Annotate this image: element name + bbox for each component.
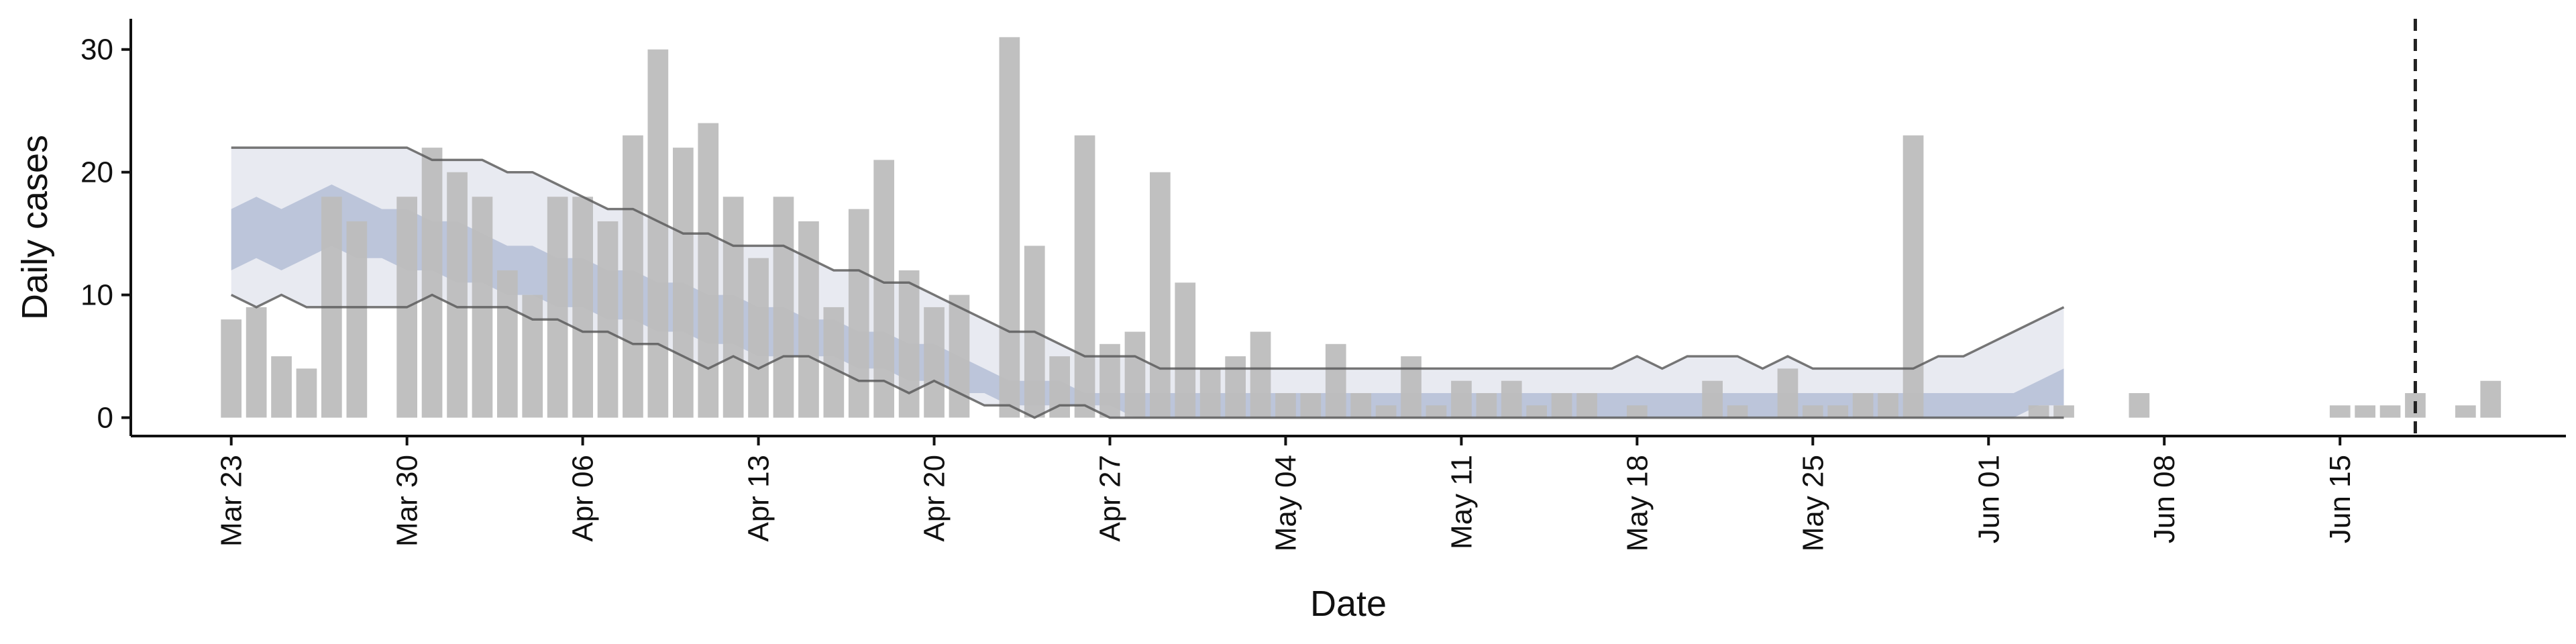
case-bar bbox=[2053, 405, 2074, 418]
x-tick-label: Mar 23 bbox=[215, 455, 248, 547]
case-bar bbox=[1124, 331, 1146, 418]
case-bar bbox=[497, 270, 518, 418]
case-bar bbox=[999, 37, 1020, 418]
y-ticks: 0 10 20 30 bbox=[80, 34, 131, 435]
case-bar bbox=[421, 148, 443, 418]
case-bar bbox=[1250, 331, 1271, 418]
case-bar bbox=[647, 49, 669, 418]
y-tick-label: 0 bbox=[97, 402, 113, 435]
case-bar bbox=[547, 197, 568, 418]
case-bar bbox=[1727, 405, 1748, 418]
case-bar bbox=[1275, 393, 1296, 418]
y-tick-label: 20 bbox=[80, 156, 113, 189]
y-tick-label: 10 bbox=[80, 279, 113, 312]
case-bar bbox=[1426, 405, 1447, 418]
x-tick-label: May 18 bbox=[1621, 455, 1654, 551]
case-bar bbox=[1576, 393, 1597, 418]
case-bar bbox=[2480, 380, 2502, 418]
case-bar bbox=[221, 319, 241, 418]
case-bar bbox=[2455, 405, 2476, 418]
x-tick-label: Jun 08 bbox=[2148, 455, 2181, 543]
case-bar bbox=[572, 197, 593, 418]
case-bar bbox=[1199, 368, 1221, 418]
case-bar bbox=[1375, 405, 1397, 418]
case-bar bbox=[722, 197, 744, 418]
x-tick-label: Jun 01 bbox=[1972, 455, 2005, 543]
case-bar bbox=[1300, 393, 1322, 418]
y-axis-title: Daily cases bbox=[15, 135, 55, 320]
case-bar bbox=[1878, 393, 1898, 418]
case-bar bbox=[823, 307, 845, 418]
case-bar bbox=[522, 294, 543, 418]
x-tick-label: Apr 27 bbox=[1093, 455, 1126, 542]
outer-band-upper-line bbox=[231, 146, 2065, 370]
case-bar bbox=[1827, 405, 1849, 418]
case-bar bbox=[2028, 405, 2049, 418]
case-bar bbox=[296, 368, 317, 418]
case-bar bbox=[773, 197, 794, 418]
case-bar bbox=[1902, 135, 1924, 418]
case-bar bbox=[1074, 135, 1095, 418]
case-bar bbox=[698, 123, 719, 418]
case-bar bbox=[346, 221, 368, 418]
case-bar bbox=[246, 307, 267, 418]
case-bar bbox=[1852, 393, 1874, 418]
case-bar bbox=[1175, 282, 1196, 418]
x-axis-title: Date bbox=[1310, 584, 1387, 624]
case-bar bbox=[798, 221, 819, 418]
y-tick-label: 30 bbox=[80, 34, 113, 66]
case-bar bbox=[1777, 368, 1799, 418]
case-bar bbox=[1325, 343, 1346, 418]
case-bar bbox=[597, 221, 619, 418]
axes: 0 10 20 30 Mar 23 Mar 30 Apr 06 Apr 13 Apr 20 Ap… bbox=[80, 19, 2566, 551]
case-bar bbox=[271, 356, 292, 418]
case-bar bbox=[1803, 405, 1823, 418]
x-tick-label: May 11 bbox=[1445, 455, 1478, 549]
case-bar bbox=[1150, 172, 1171, 418]
case-bar bbox=[848, 209, 869, 418]
case-bar bbox=[623, 135, 643, 418]
case-bar bbox=[1451, 380, 1472, 418]
case-bar bbox=[2329, 405, 2351, 418]
case-bar bbox=[673, 148, 694, 418]
x-tick-label: May 25 bbox=[1796, 455, 1829, 551]
x-tick-label: Apr 20 bbox=[918, 455, 951, 542]
case-bar bbox=[2379, 405, 2401, 418]
x-tick-label: Apr 06 bbox=[567, 455, 600, 542]
x-tick-label: Apr 13 bbox=[743, 455, 775, 542]
case-bar bbox=[1526, 405, 1547, 418]
case-bar bbox=[2355, 405, 2375, 418]
case-bar bbox=[1702, 380, 1723, 418]
case-bar bbox=[873, 160, 894, 418]
case-bar bbox=[1099, 343, 1120, 418]
daily-case-bars bbox=[221, 37, 2502, 418]
case-bar bbox=[1551, 393, 1572, 418]
case-bar bbox=[1476, 393, 1497, 418]
case-bar bbox=[2129, 393, 2150, 418]
case-bar bbox=[1501, 380, 1522, 418]
case-bar bbox=[924, 307, 945, 418]
case-bar bbox=[898, 270, 920, 418]
case-bar bbox=[1401, 356, 1421, 418]
x-tick-label: Jun 15 bbox=[2324, 455, 2357, 543]
x-ticks: Mar 23 Mar 30 Apr 06 Apr 13 Apr 20 Apr 27 May … bbox=[215, 436, 2357, 551]
case-bar bbox=[447, 172, 468, 418]
x-tick-label: May 04 bbox=[1269, 455, 1302, 551]
case-bar bbox=[1350, 393, 1372, 418]
x-tick-label: Mar 30 bbox=[391, 455, 424, 547]
outer-band-lower-line bbox=[230, 293, 2064, 419]
case-bar bbox=[1627, 405, 1648, 418]
case-bar bbox=[949, 294, 970, 418]
case-bar bbox=[1225, 356, 1246, 418]
case-bar bbox=[748, 258, 769, 418]
prediction-band-edges bbox=[230, 146, 2065, 419]
